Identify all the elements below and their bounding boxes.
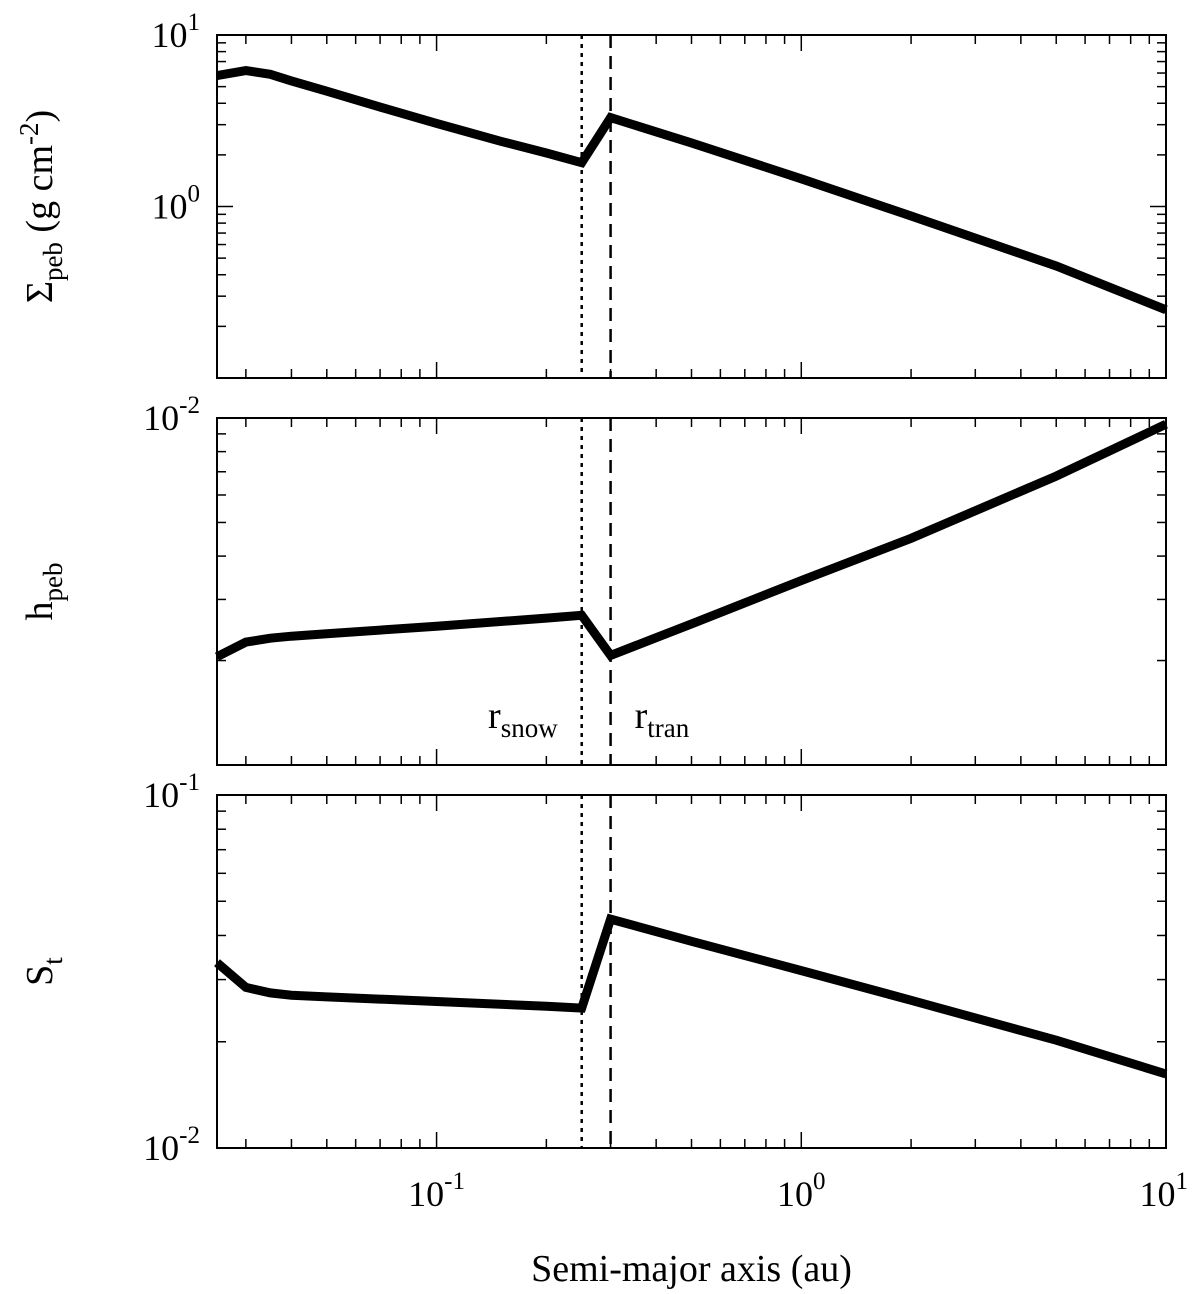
label-subscript: peb <box>38 563 68 602</box>
plot-frame-bottom <box>216 794 1167 1149</box>
tick-exponent: -1 <box>444 1168 465 1195</box>
tick-base: 10 <box>777 1174 813 1214</box>
y-tick-label: 10-1 <box>143 769 200 815</box>
tick-exponent: -1 <box>179 769 200 796</box>
y-tick-label: 101 <box>152 9 201 55</box>
y-tick-label: 10-2 <box>143 392 200 438</box>
label-superscript: -2 <box>14 122 44 145</box>
tick-base: 10 <box>152 187 188 227</box>
label-close: ) <box>19 110 61 123</box>
label-rest: (g cm <box>19 145 61 242</box>
label-main: S <box>19 965 61 986</box>
series-line-middle <box>214 420 1168 661</box>
annotation-r-tran: rtran <box>635 695 690 743</box>
x-tick-label: 101 <box>1140 1168 1189 1214</box>
tick-exponent: 1 <box>188 9 201 36</box>
label-subscript: peb <box>38 242 68 281</box>
tick-base: 10 <box>152 15 188 55</box>
tick-base: 10 <box>1140 1174 1176 1214</box>
tick-base: 10 <box>143 398 179 438</box>
series-line-bottom <box>214 913 1168 1079</box>
tick-exponent: -2 <box>179 1122 200 1149</box>
annotation-subscript: tran <box>647 713 689 743</box>
tick-exponent: 0 <box>188 181 201 208</box>
y-tick-label: 100 <box>152 181 201 227</box>
annotation-main: r <box>488 695 501 737</box>
x-tick-label: 100 <box>777 1168 826 1214</box>
tick-base: 10 <box>408 1174 444 1214</box>
annotation-subscript: snow <box>501 713 559 743</box>
plot-frame-top <box>216 34 1167 379</box>
annotation-r-snow: rsnow <box>488 695 558 743</box>
label-subscript: t <box>38 957 68 965</box>
annotation-main: r <box>635 695 648 737</box>
x-axis-label: Semi-major axis (au) <box>531 1248 852 1290</box>
y-tick-label: 10-2 <box>143 1122 200 1168</box>
tick-base: 10 <box>143 1128 179 1168</box>
tick-base: 10 <box>143 775 179 815</box>
tick-exponent: 0 <box>813 1168 826 1195</box>
x-tick-label: 10-1 <box>408 1168 465 1214</box>
y-axis-label-bottom: St <box>19 957 68 986</box>
plot-frame-middle <box>216 417 1167 766</box>
y-axis-label-middle: hpeb <box>19 563 68 621</box>
y-axis-label-top: Σpeb (g cm-2) <box>14 110 68 303</box>
label-main: h <box>19 601 61 620</box>
series-line-top <box>216 66 1168 314</box>
label-main: Σ <box>19 281 61 303</box>
tick-exponent: -2 <box>179 392 200 419</box>
tick-exponent: 1 <box>1176 1168 1189 1195</box>
